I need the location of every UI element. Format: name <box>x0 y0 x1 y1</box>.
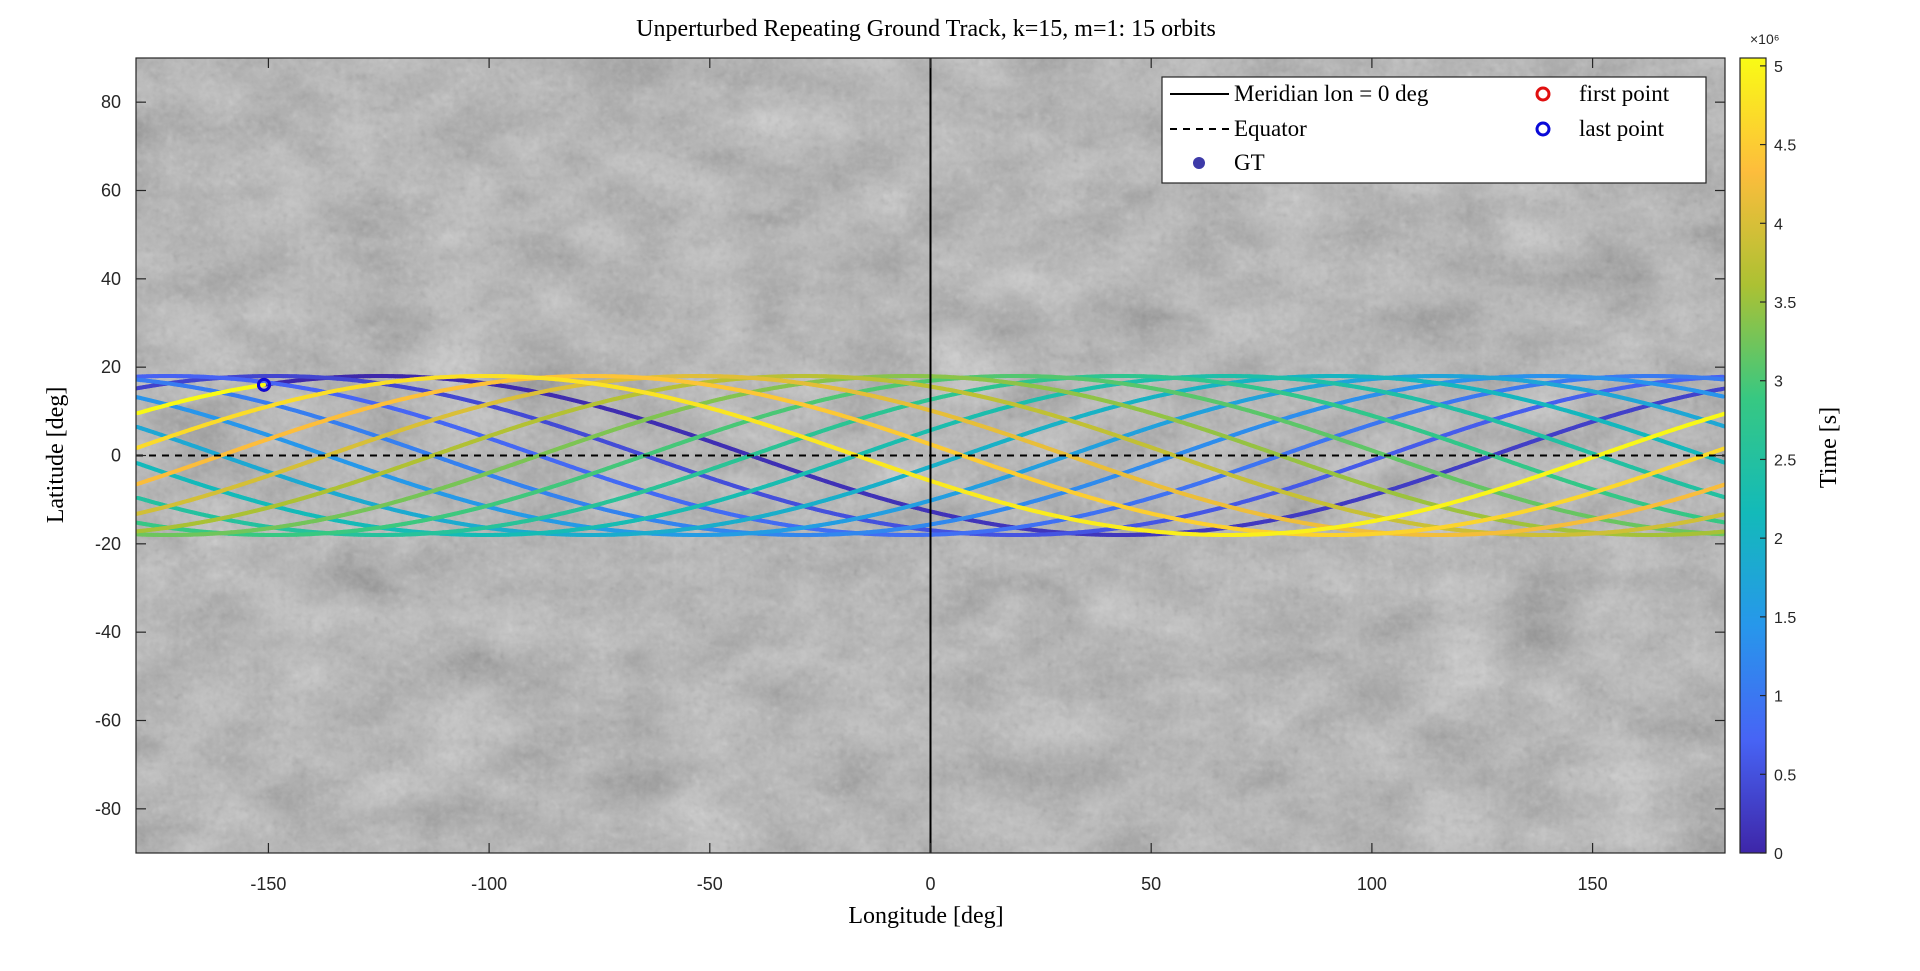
chart-title: Unperturbed Repeating Ground Track, k=15… <box>636 16 1216 42</box>
ground-track-segment <box>1720 423 1725 429</box>
ground-track-segment <box>1718 394 1725 399</box>
ground-track-segment <box>1720 459 1725 465</box>
ground-track <box>136 374 1725 537</box>
